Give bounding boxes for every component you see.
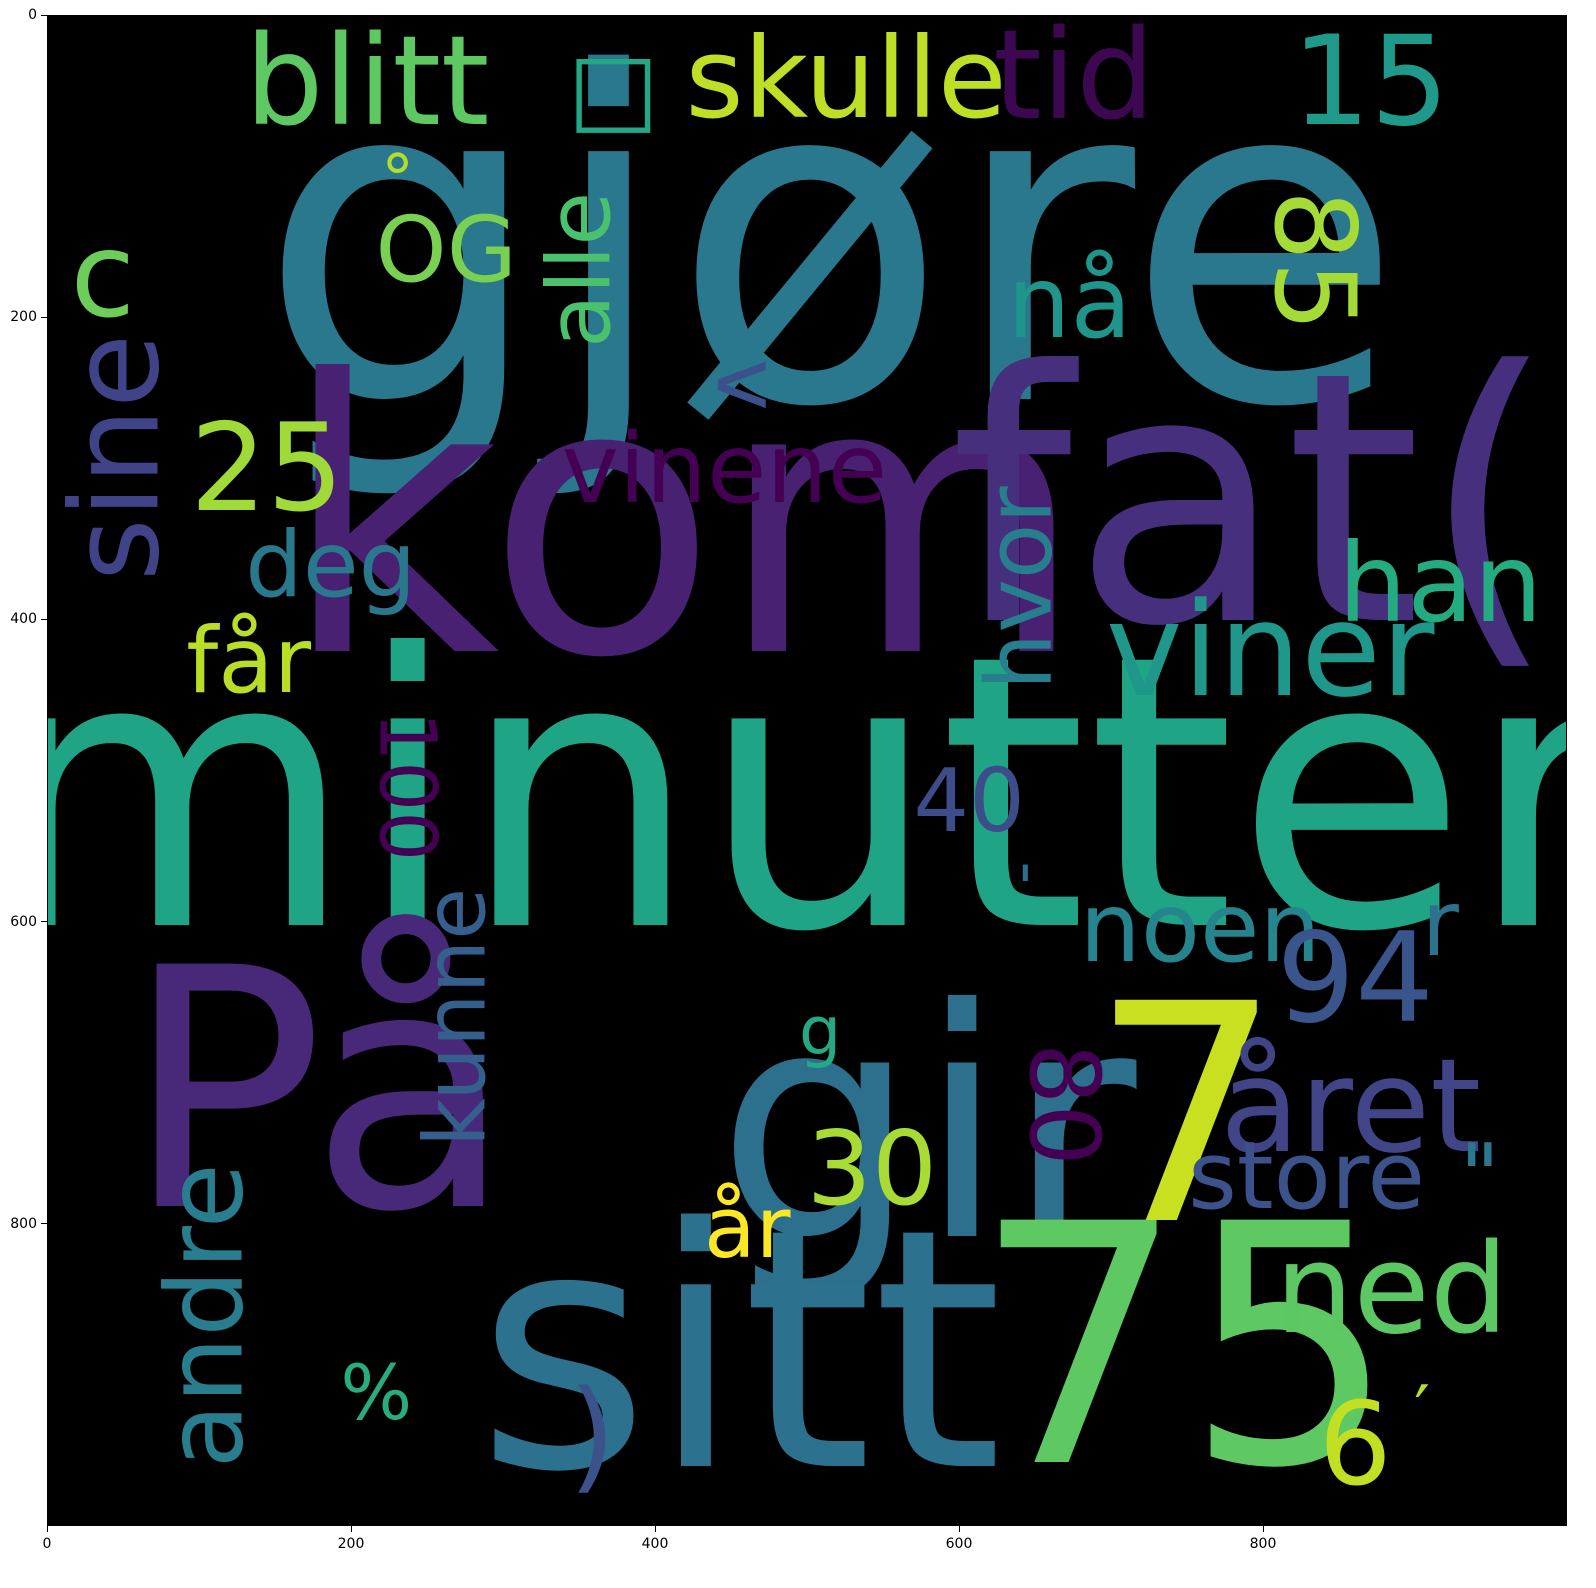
word-14: 85 [1248, 189, 1379, 332]
word-22: 25 [189, 397, 344, 539]
word-2: kom [281, 301, 1086, 742]
word-48: ) [568, 1364, 616, 1506]
y-tick-mark [41, 1223, 47, 1225]
word-26: deg [245, 512, 417, 618]
y-tick-label: 800 [10, 1215, 37, 1232]
y-tick-mark [41, 921, 47, 923]
word-29: 100 [361, 711, 453, 862]
word-6: sitt [476, 1157, 1003, 1526]
word-35: kunne [405, 888, 505, 1148]
word-15: ° [380, 139, 415, 218]
y-tick-label: 600 [10, 913, 37, 930]
word-32: noen [1079, 871, 1321, 985]
word-25: han [1338, 519, 1543, 647]
word-44: andre [144, 1162, 268, 1469]
x-tick-label: 600 [945, 1536, 973, 1552]
word-42: år [703, 1177, 791, 1277]
word-8: 7 [1090, 939, 1283, 1292]
word-46: 6 [1318, 1377, 1392, 1512]
word-1: minutter [47, 574, 1567, 1015]
word-45: % [340, 1349, 413, 1438]
word-31: ' [1017, 854, 1034, 925]
word-47: ′ [1414, 1371, 1430, 1453]
y-tick-mark [41, 14, 47, 16]
word-38: året [1220, 1029, 1482, 1182]
x-tick-mark [46, 1526, 48, 1532]
word-7: 75 [973, 1154, 1397, 1526]
x-tick-mark [958, 1526, 960, 1532]
word-28: får [186, 609, 311, 715]
word-11: tid [993, 15, 1155, 148]
word-24: hvor [967, 486, 1073, 691]
word-30: 40 [913, 749, 1025, 852]
word-3: fat( [949, 296, 1557, 702]
x-tick-label: 200 [337, 1536, 365, 1552]
word-39: 30 [806, 1110, 938, 1230]
word-18: c [70, 206, 136, 344]
x-tick-mark [654, 1526, 656, 1532]
word-13: □ [567, 31, 660, 145]
word-10: skulle [685, 15, 1007, 144]
word-36: g [799, 992, 842, 1071]
y-tick-label: 200 [10, 309, 37, 326]
word-27: viner [1105, 573, 1435, 726]
y-tick-label: 0 [28, 7, 37, 23]
wordcloud-plot-area: gjøre minutter kom fat( På gir sitt 75 7 blitt sku… [47, 15, 1567, 1526]
word-21: sine [47, 333, 186, 581]
x-tick-mark [350, 1526, 352, 1532]
x-tick-label: 800 [1249, 1536, 1277, 1552]
x-tick-label: 0 [42, 1536, 52, 1552]
word-16: OG [375, 198, 518, 304]
word-19: nå [1007, 244, 1132, 362]
word-5: gir [716, 940, 1137, 1311]
x-tick-mark [1262, 1526, 1264, 1532]
word-34: r [1421, 872, 1459, 978]
word-9: blitt [244, 15, 490, 154]
y-tick-mark [41, 618, 47, 620]
word-4: På [123, 897, 514, 1285]
word-33: 94 [1276, 907, 1435, 1052]
word-41: " [1459, 1124, 1500, 1227]
y-tick-mark [41, 316, 47, 318]
word-23: vinene [561, 411, 888, 525]
word-17: alle [528, 191, 631, 348]
word-0: gjøre [257, 15, 1404, 506]
word-12: 15 [1291, 15, 1450, 154]
x-tick-label: 400 [641, 1536, 669, 1552]
word-43: ned [1274, 1218, 1509, 1363]
word-37: 80 [1007, 1042, 1121, 1166]
word-20: v [697, 358, 800, 411]
word-40: store [1188, 1121, 1426, 1231]
y-tick-label: 400 [10, 611, 37, 628]
